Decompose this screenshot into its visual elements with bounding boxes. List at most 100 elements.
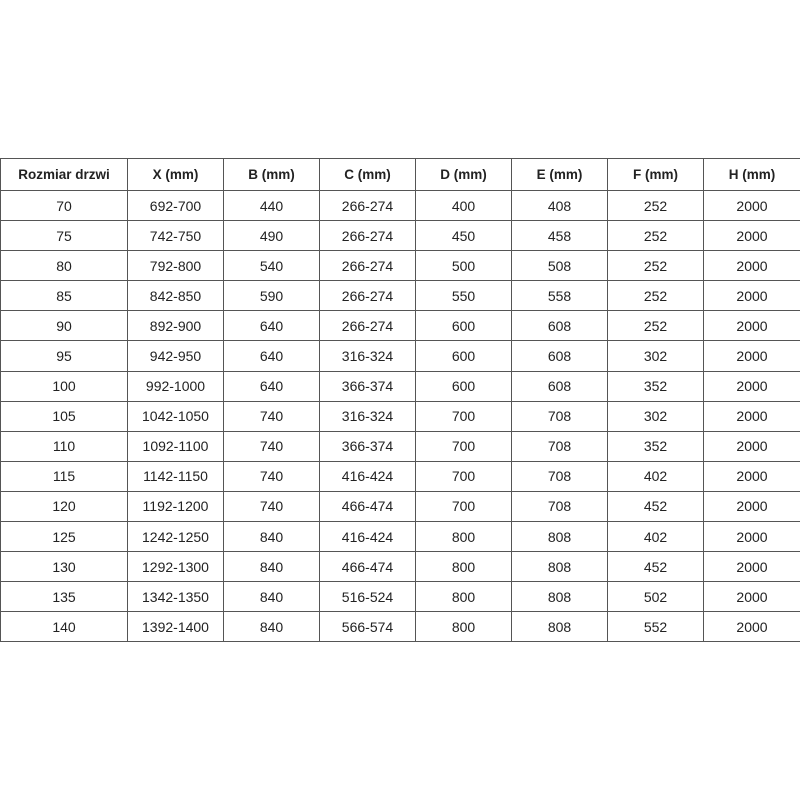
table-cell: 85 [0,280,128,312]
table-cell: 252 [607,310,704,342]
table-cell: 800 [415,611,512,643]
table-cell: 608 [511,370,608,402]
column-header: H (mm) [703,158,800,191]
table-cell: 800 [415,581,512,613]
table-cell: 90 [0,310,128,342]
table-cell: 125 [0,521,128,553]
table-cell: 508 [511,250,608,282]
table-cell: 840 [223,551,320,583]
table-cell: 416-424 [319,460,416,492]
table-cell: 600 [415,310,512,342]
table-cell: 2000 [703,490,800,523]
table-row: 105 1042-1050 740 316-324 700 708 302 2000 [0,400,800,432]
column-header: E (mm) [511,158,608,191]
table-cell: 2000 [703,430,800,462]
table-cell: 2000 [703,189,800,222]
table-cell: 550 [415,280,512,312]
table-cell: 708 [511,490,608,523]
table-cell: 740 [223,430,320,462]
table-cell: 600 [415,340,512,372]
table-cell: 742-750 [127,220,224,252]
table-cell: 458 [511,220,608,252]
dimensions-table: Rozmiar drzwi X (mm) B (mm) C (mm) D (mm) E (… [0,158,800,643]
table-cell: 608 [511,310,608,342]
table-cell: 840 [223,581,320,613]
table-cell: 840 [223,521,320,553]
table-row: 115 1142-1150 740 416-424 700 708 402 2000 [0,460,800,492]
table-cell: 740 [223,400,320,432]
table-cell: 590 [223,280,320,312]
table-cell: 502 [607,581,704,613]
table-cell: 792-800 [127,250,224,282]
table-cell: 266-274 [319,310,416,342]
table-cell: 252 [607,189,704,222]
table-cell: 740 [223,460,320,492]
table-cell: 466-474 [319,551,416,583]
table-cell: 100 [0,370,128,402]
table-cell: 400 [415,189,512,222]
table-cell: 708 [511,460,608,492]
table-cell: 2000 [703,370,800,402]
table-cell: 558 [511,280,608,312]
table-cell: 140 [0,611,128,643]
table-cell: 1142-1150 [127,460,224,492]
table-cell: 708 [511,430,608,462]
table-cell: 105 [0,400,128,432]
table-row: 120 1192-1200 740 466-474 700 708 452 2000 [0,490,800,523]
table-cell: 1392-1400 [127,611,224,643]
table-row: 85 842-850 590 266-274 550 558 252 2000 [0,280,800,312]
table-cell: 115 [0,460,128,492]
column-header: D (mm) [415,158,512,191]
table-cell: 1342-1350 [127,581,224,613]
table-row: 70 692-700 440 266-274 400 408 252 2000 [0,189,800,222]
column-header: C (mm) [319,158,416,191]
table-cell: 842-850 [127,280,224,312]
table-cell: 95 [0,340,128,372]
table-cell: 892-900 [127,310,224,342]
table-cell: 640 [223,340,320,372]
table-cell: 2000 [703,250,800,282]
table-cell: 2000 [703,280,800,312]
table-cell: 266-274 [319,220,416,252]
table-cell: 500 [415,250,512,282]
table-cell: 2000 [703,581,800,613]
table-cell: 552 [607,611,704,643]
table-row: 95 942-950 640 316-324 600 608 302 2000 [0,340,800,372]
table-cell: 352 [607,370,704,402]
table-cell: 2000 [703,220,800,252]
table-cell: 416-424 [319,521,416,553]
table-row: 125 1242-1250 840 416-424 800 808 402 2000 [0,521,800,553]
table-cell: 2000 [703,400,800,432]
column-header: B (mm) [223,158,320,191]
table-cell: 316-324 [319,340,416,372]
column-header: F (mm) [607,158,704,191]
table-cell: 800 [415,551,512,583]
table-cell: 366-374 [319,430,416,462]
table-cell: 252 [607,280,704,312]
table-cell: 700 [415,490,512,523]
table-row: 135 1342-1350 840 516-524 800 808 502 2000 [0,581,800,613]
table-cell: 450 [415,220,512,252]
table-cell: 840 [223,611,320,643]
table-row: 110 1092-1100 740 366-374 700 708 352 2000 [0,430,800,462]
table-cell: 266-274 [319,280,416,312]
table-cell: 540 [223,250,320,282]
table-cell: 2000 [703,340,800,372]
table-row: 140 1392-1400 840 566-574 800 808 552 2000 [0,611,800,643]
table-cell: 2000 [703,521,800,553]
table-row: 100 992-1000 640 366-374 600 608 352 2000 [0,370,800,402]
table-row: 90 892-900 640 266-274 600 608 252 2000 [0,310,800,342]
table-cell: 808 [511,551,608,583]
table-cell: 252 [607,220,704,252]
table-cell: 808 [511,581,608,613]
table-cell: 130 [0,551,128,583]
table-row: 130 1292-1300 840 466-474 800 808 452 2000 [0,551,800,583]
table-cell: 600 [415,370,512,402]
table-cell: 316-324 [319,400,416,432]
table-cell: 700 [415,400,512,432]
table-row: 75 742-750 490 266-274 450 458 252 2000 [0,220,800,252]
table-cell: 402 [607,460,704,492]
table-cell: 120 [0,490,128,523]
table-cell: 266-274 [319,250,416,282]
table-cell: 640 [223,310,320,342]
